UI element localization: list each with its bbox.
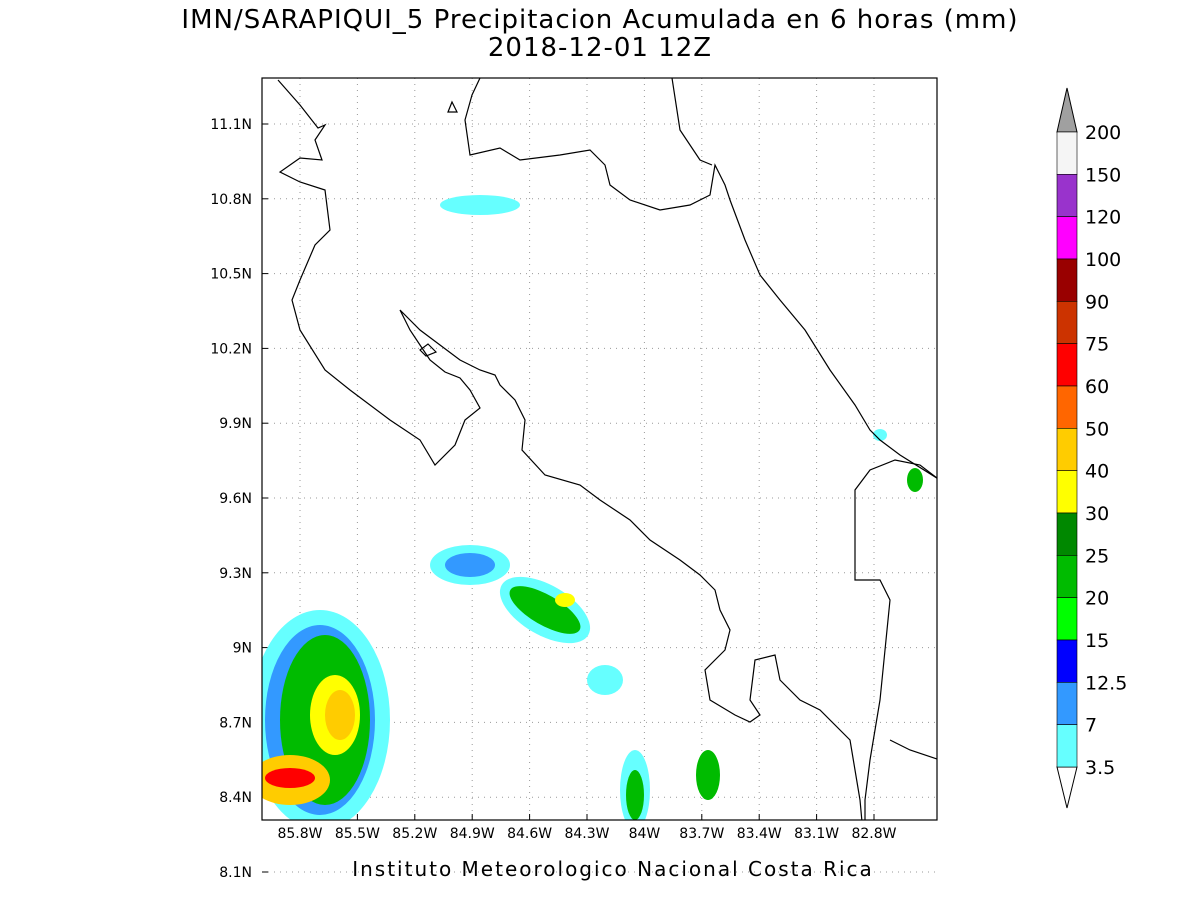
title: IMN/SARAPIQUI_5 Precipitacion Acumulada … xyxy=(181,5,1018,35)
lat-label: 9.9N xyxy=(219,416,252,432)
colorbar-box xyxy=(1056,301,1078,344)
colorbar-box xyxy=(1056,724,1078,768)
lat-label: 9N xyxy=(233,641,252,657)
lat-label: 11.1N xyxy=(210,117,252,133)
colorbar-label: 120 xyxy=(1085,207,1121,229)
map-frame xyxy=(261,77,938,821)
subtitle: 2018-12-01 12Z xyxy=(488,33,712,63)
footer-credit: Instituto Meteorologico Nacional Costa R… xyxy=(352,857,874,881)
colorbar-under xyxy=(1056,766,1078,809)
lat-label: 8.1N xyxy=(219,865,252,881)
lon-label: 84.9W xyxy=(450,826,495,842)
coastlines xyxy=(277,78,937,820)
colorbar-box xyxy=(1056,470,1078,514)
colorbar-label: 25 xyxy=(1085,545,1109,567)
colorbar-box xyxy=(1056,512,1078,556)
colorbar-box xyxy=(1056,555,1078,598)
lon-label: 85.5W xyxy=(335,826,380,842)
lat-label: 10.5N xyxy=(210,267,252,283)
lat-label: 8.4N xyxy=(219,790,252,806)
colorbar-box xyxy=(1056,597,1078,641)
lon-label: 83.4W xyxy=(737,826,782,842)
lon-label: 84.6W xyxy=(507,826,552,842)
colorbar-label: 20 xyxy=(1085,588,1109,610)
colorbar-label: 7 xyxy=(1085,715,1097,737)
lon-label: 83.7W xyxy=(679,826,724,842)
colorbar-box xyxy=(1056,639,1078,683)
colorbar-label: 3.5 xyxy=(1085,757,1115,779)
colorbar-label: 75 xyxy=(1085,334,1109,356)
lat-label: 9.3N xyxy=(219,566,252,582)
colorbar-label: 100 xyxy=(1085,249,1121,271)
lat-label: 10.8N xyxy=(210,192,252,208)
colorbar-box xyxy=(1056,216,1078,260)
colorbar-label: 30 xyxy=(1085,503,1109,525)
lon-label: 84.3W xyxy=(564,826,609,842)
colorbar-label: 40 xyxy=(1085,461,1109,483)
colorbar-box xyxy=(1056,428,1078,471)
lat-label: 8.7N xyxy=(219,715,252,731)
colorbar-box xyxy=(1056,174,1078,217)
colorbar-box xyxy=(1056,385,1078,429)
lon-label: 83.1W xyxy=(794,826,839,842)
colorbar-box xyxy=(1056,682,1078,725)
precip xyxy=(262,195,923,820)
colorbar-label: 150 xyxy=(1085,164,1121,186)
lon-label: 84W xyxy=(629,826,661,842)
colorbar: 200 150 120 100 90 75 60 50 40 30 25 20 15 12.5 7 3.5 xyxy=(1056,87,1127,809)
colorbar-label: 200 xyxy=(1085,122,1121,144)
colorbar-label: 12.5 xyxy=(1085,672,1127,694)
lon-label: 85.8W xyxy=(277,826,322,842)
colorbar-label: 50 xyxy=(1085,418,1109,440)
lat-label: 10.2N xyxy=(210,341,252,357)
lon-label: 85.2W xyxy=(392,826,437,842)
colorbar-box xyxy=(1056,131,1078,175)
colorbar-label: 15 xyxy=(1085,630,1109,652)
colorbar-box xyxy=(1056,343,1078,387)
colorbar-box xyxy=(1056,258,1078,302)
colorbar-label: 60 xyxy=(1085,376,1109,398)
lon-label: 82.8W xyxy=(851,826,896,842)
lat-label: 9.6N xyxy=(219,491,252,507)
colorbar-over xyxy=(1056,87,1078,133)
colorbar-label: 90 xyxy=(1085,291,1109,313)
